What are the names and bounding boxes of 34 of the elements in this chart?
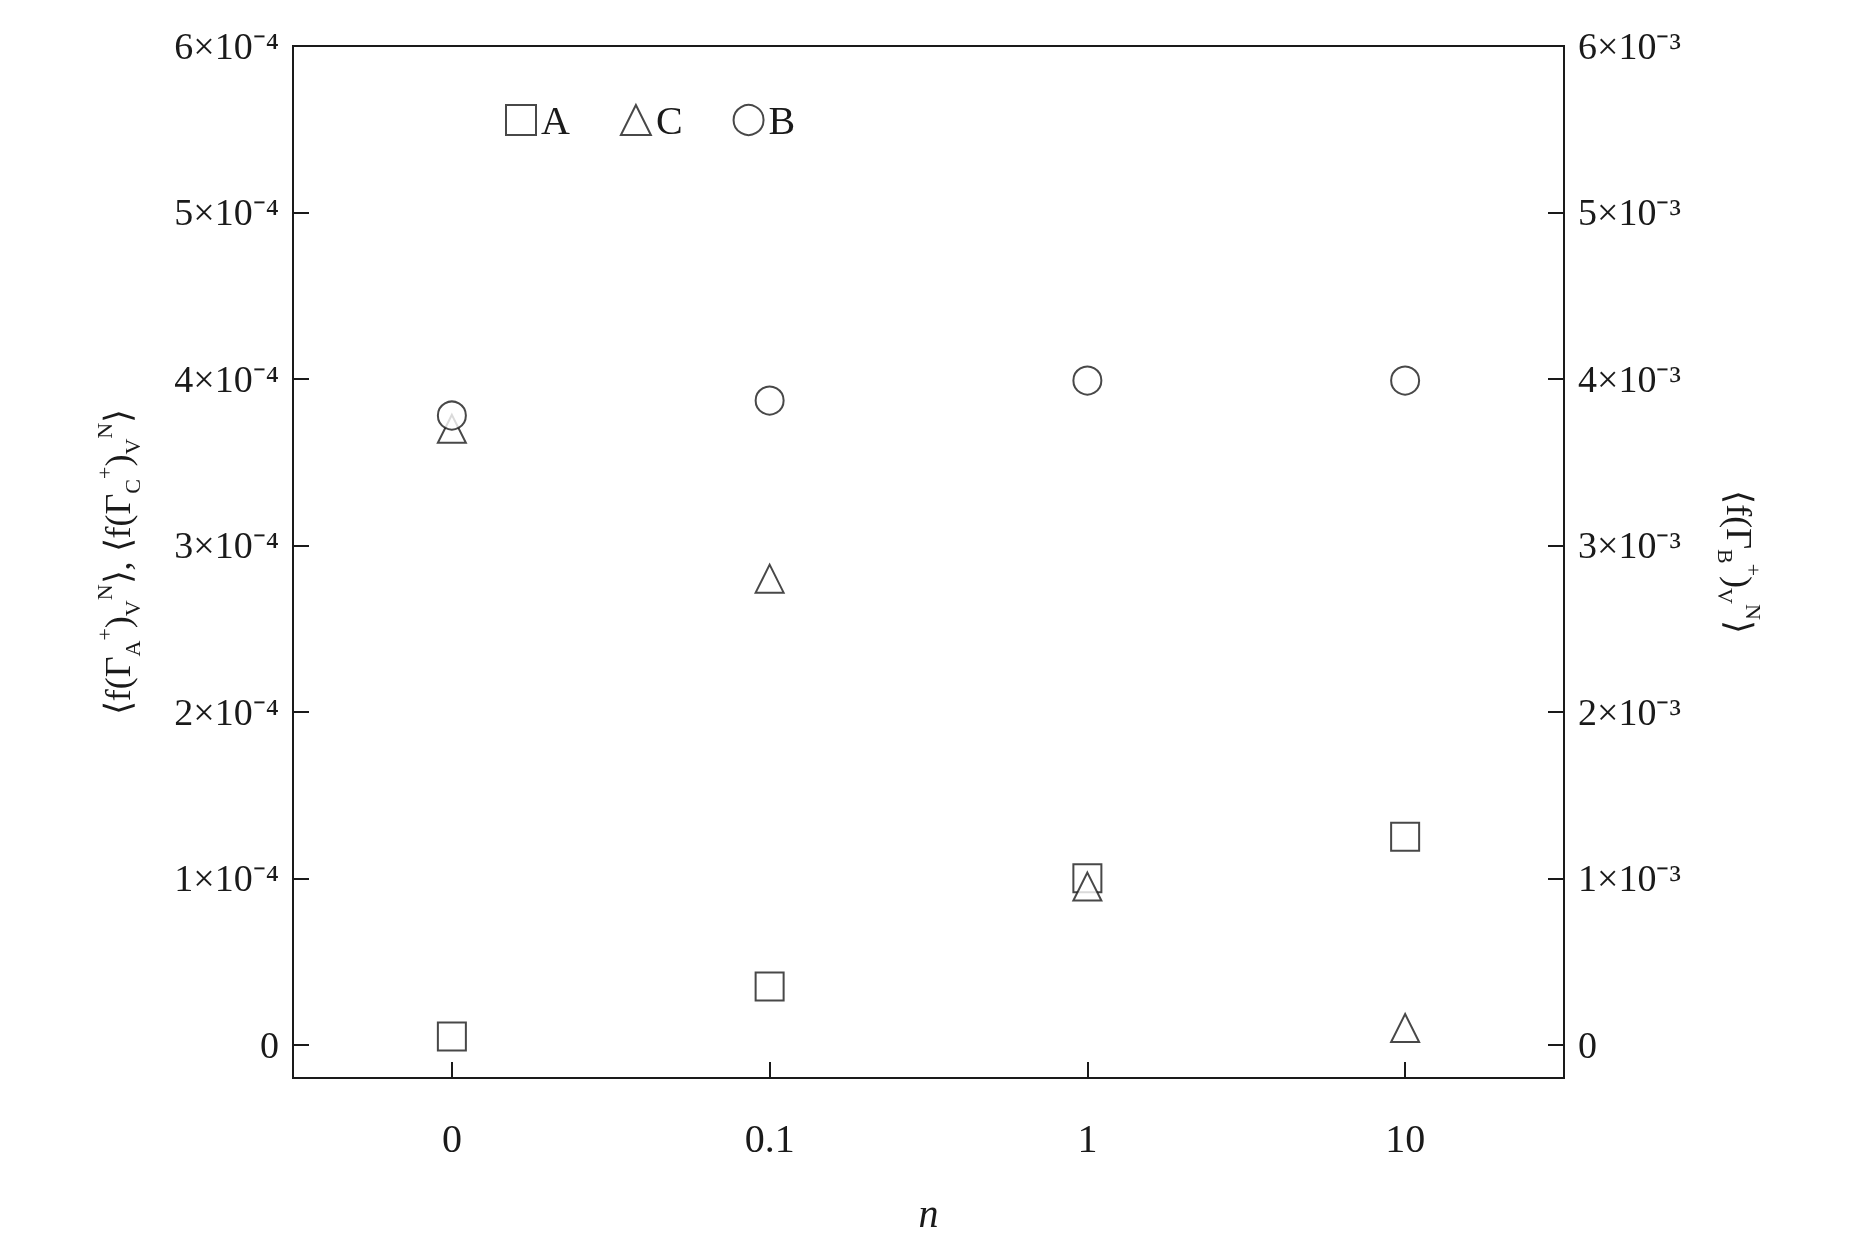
legend-label: B (768, 97, 796, 143)
point (436, 1021, 467, 1052)
y2-tick-label: 2×10⁻³ (1578, 690, 1681, 733)
point (436, 400, 467, 431)
y-tick-label: 6×10⁻⁴ (174, 25, 279, 67)
point (754, 563, 785, 594)
y2-tick-label: 5×10⁻³ (1578, 191, 1681, 234)
x-tick-label: 0 (441, 1115, 462, 1161)
x-tick-label: 1 (1077, 1115, 1098, 1161)
y2-tick-label: 6×10⁻³ (1578, 25, 1681, 67)
x-tick-label: 0.1 (744, 1115, 795, 1161)
x-tick-label: 10 (1385, 1115, 1426, 1161)
point (1390, 365, 1421, 396)
y2-tick-label: 4×10⁻³ (1578, 357, 1681, 400)
legend-label: A (541, 97, 570, 143)
y-tick-label: 5×10⁻⁴ (174, 191, 279, 234)
y2-tick-label: 1×10⁻³ (1578, 857, 1681, 900)
point (1072, 365, 1103, 396)
point (1390, 1013, 1421, 1044)
y2-tick-label: 3×10⁻³ (1578, 524, 1681, 567)
point (754, 971, 785, 1002)
legend-label: C (655, 97, 683, 143)
text: ⟨f(ΓA+)VN⟩, ⟨f(ΓC+)VN⟩ (91, 408, 145, 716)
y-tick-label: 4×10⁻⁴ (174, 357, 279, 400)
y-tick-label: 2×10⁻⁴ (174, 690, 279, 733)
point (1390, 821, 1421, 852)
y-tick-label: 1×10⁻⁴ (174, 857, 279, 900)
y-tick-label: 0 (260, 1023, 279, 1066)
point (754, 385, 785, 416)
y2-tick-label: 0 (1578, 1023, 1597, 1066)
y2-axis-title: ⟨f(ΓB+)VN⟩ (1712, 490, 1766, 634)
y-tick-label: 3×10⁻⁴ (174, 524, 279, 567)
x-axis-title: n (918, 1190, 939, 1236)
point (1072, 871, 1103, 902)
